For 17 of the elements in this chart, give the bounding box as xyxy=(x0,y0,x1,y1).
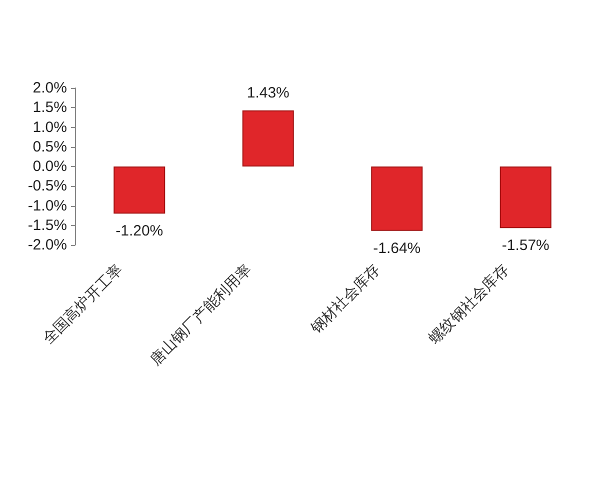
x-tick-label: 唐山钢厂产能利用率 xyxy=(146,260,255,369)
data-label: -1.20% xyxy=(116,222,164,240)
y-tick-label: 1.5% xyxy=(32,99,67,116)
y-tick-label: -1.5% xyxy=(28,216,67,234)
y-tick-label: -1.0% xyxy=(28,197,67,214)
y-tick-label: 0.0% xyxy=(32,158,67,175)
x-tick-label: 全国高炉开工率 xyxy=(38,260,126,348)
y-tick-label: 1.0% xyxy=(32,118,67,136)
y-tick-label: 2.0% xyxy=(32,80,67,96)
data-label: -1.64% xyxy=(373,240,421,257)
y-tick-label: 0.5% xyxy=(32,138,67,156)
y-tick-label: -0.5% xyxy=(28,178,67,195)
data-label: -1.57% xyxy=(502,237,550,254)
x-tick-label: 钢材社会库存 xyxy=(306,260,384,338)
data-label: 1.43% xyxy=(246,84,290,102)
x-tick-label: 螺纹钢社会库存 xyxy=(425,260,512,348)
y-tick-label: -2.0% xyxy=(28,236,67,254)
